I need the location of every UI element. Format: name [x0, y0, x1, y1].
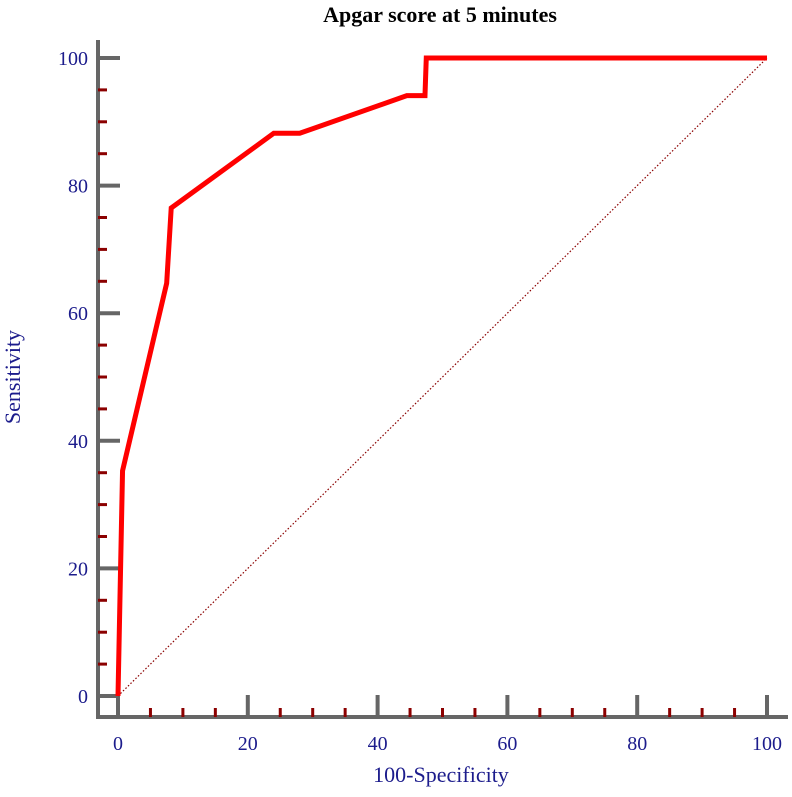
y-tick-label: 20: [68, 558, 88, 580]
plot-area: [115, 55, 768, 697]
reference-diagonal-line: [117, 57, 768, 697]
y-tick-label: 60: [68, 303, 88, 325]
y-tick-label: 100: [58, 48, 88, 70]
y-tick-label: 40: [68, 431, 88, 453]
axes: 0 20 40 60 80 100 0 20 40 60 80 100: [58, 40, 788, 755]
y-axis-label: Sensitivity: [0, 330, 25, 424]
x-tick-label: 80: [627, 733, 647, 755]
y-tick-label: 80: [68, 176, 88, 198]
x-tick-label: 60: [497, 733, 517, 755]
y-tick-label: 0: [78, 686, 88, 708]
x-tick-label: 100: [752, 733, 782, 755]
chart-title: Apgar score at 5 minutes: [323, 2, 557, 27]
x-tick-label: 0: [113, 733, 123, 755]
x-axis-label: 100-Specificity: [373, 762, 509, 787]
roc-curve-line: [115, 55, 767, 697]
x-tick-label: 20: [238, 733, 258, 755]
x-tick-label: 40: [368, 733, 388, 755]
